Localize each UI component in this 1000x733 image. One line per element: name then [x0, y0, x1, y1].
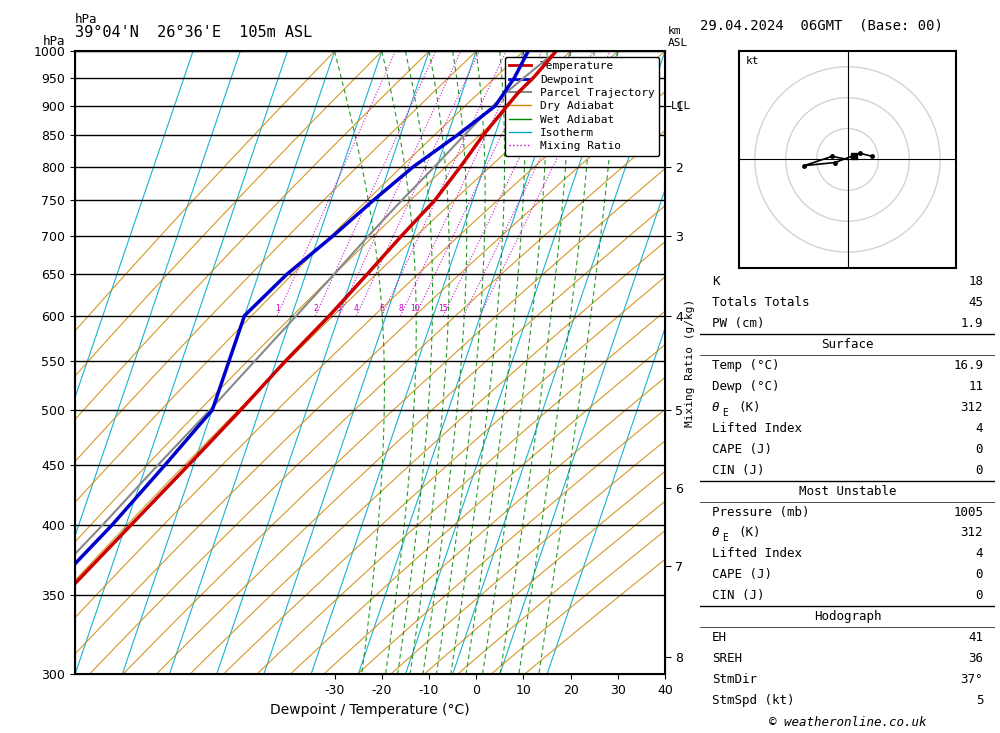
- Text: 45: 45: [968, 296, 983, 309]
- Text: 36: 36: [968, 652, 983, 665]
- Text: K: K: [712, 275, 719, 288]
- Text: Hodograph: Hodograph: [814, 611, 881, 623]
- Text: Most Unstable: Most Unstable: [799, 485, 896, 498]
- Text: Lifted Index: Lifted Index: [712, 548, 802, 561]
- Text: LCL: LCL: [671, 101, 691, 111]
- Text: 4: 4: [354, 303, 359, 312]
- Text: StmSpd (kt): StmSpd (kt): [712, 694, 794, 707]
- Text: 37°: 37°: [961, 673, 983, 686]
- Text: PW (cm): PW (cm): [712, 317, 764, 330]
- Text: θ: θ: [712, 526, 719, 539]
- Text: km
ASL: km ASL: [668, 26, 688, 48]
- Text: 18: 18: [968, 275, 983, 288]
- Text: 312: 312: [961, 526, 983, 539]
- Text: 1.9: 1.9: [961, 317, 983, 330]
- Text: 0: 0: [976, 464, 983, 476]
- Text: (K): (K): [738, 401, 761, 414]
- Text: 0: 0: [976, 443, 983, 456]
- Text: 29.04.2024  06GMT  (Base: 00): 29.04.2024 06GMT (Base: 00): [700, 18, 943, 33]
- Text: 4: 4: [976, 421, 983, 435]
- Text: 10: 10: [411, 303, 420, 312]
- Text: Dewp (°C): Dewp (°C): [712, 380, 779, 393]
- Text: Mixing Ratio (g/kg): Mixing Ratio (g/kg): [685, 299, 695, 427]
- Text: 5: 5: [976, 694, 983, 707]
- Text: 0: 0: [976, 589, 983, 603]
- Text: kt: kt: [746, 56, 759, 66]
- Text: 41: 41: [968, 631, 983, 644]
- Text: StmDir: StmDir: [712, 673, 757, 686]
- Text: 4: 4: [976, 548, 983, 561]
- Text: EH: EH: [712, 631, 727, 644]
- Text: 1: 1: [275, 303, 280, 312]
- Text: CAPE (J): CAPE (J): [712, 568, 772, 581]
- Text: 15: 15: [438, 303, 448, 312]
- Text: Temp (°C): Temp (°C): [712, 359, 779, 372]
- Text: CIN (J): CIN (J): [712, 464, 764, 476]
- Text: 3: 3: [337, 303, 342, 312]
- X-axis label: Dewpoint / Temperature (°C): Dewpoint / Temperature (°C): [270, 703, 470, 717]
- Text: 2: 2: [313, 303, 318, 312]
- Text: (K): (K): [738, 526, 761, 539]
- Text: SREH: SREH: [712, 652, 742, 665]
- Text: 16.9: 16.9: [953, 359, 983, 372]
- Text: hPa: hPa: [42, 34, 65, 48]
- Text: 312: 312: [961, 401, 983, 414]
- Text: 1005: 1005: [953, 506, 983, 518]
- Text: 6: 6: [379, 303, 384, 312]
- Text: CIN (J): CIN (J): [712, 589, 764, 603]
- Text: 0: 0: [976, 568, 983, 581]
- Text: Pressure (mb): Pressure (mb): [712, 506, 809, 518]
- Text: Totals Totals: Totals Totals: [712, 296, 809, 309]
- Text: E: E: [722, 534, 728, 543]
- Text: © weatheronline.co.uk: © weatheronline.co.uk: [769, 715, 926, 729]
- Text: θ: θ: [712, 401, 719, 414]
- Text: CAPE (J): CAPE (J): [712, 443, 772, 456]
- Text: Lifted Index: Lifted Index: [712, 421, 802, 435]
- Text: 8: 8: [398, 303, 403, 312]
- Text: hPa: hPa: [75, 12, 98, 26]
- Text: Surface: Surface: [821, 338, 874, 351]
- Text: 39°04'N  26°36'E  105m ASL: 39°04'N 26°36'E 105m ASL: [75, 26, 312, 40]
- Text: E: E: [722, 408, 728, 418]
- Text: 11: 11: [968, 380, 983, 393]
- Legend: Temperature, Dewpoint, Parcel Trajectory, Dry Adiabat, Wet Adiabat, Isotherm, Mi: Temperature, Dewpoint, Parcel Trajectory…: [505, 57, 659, 155]
